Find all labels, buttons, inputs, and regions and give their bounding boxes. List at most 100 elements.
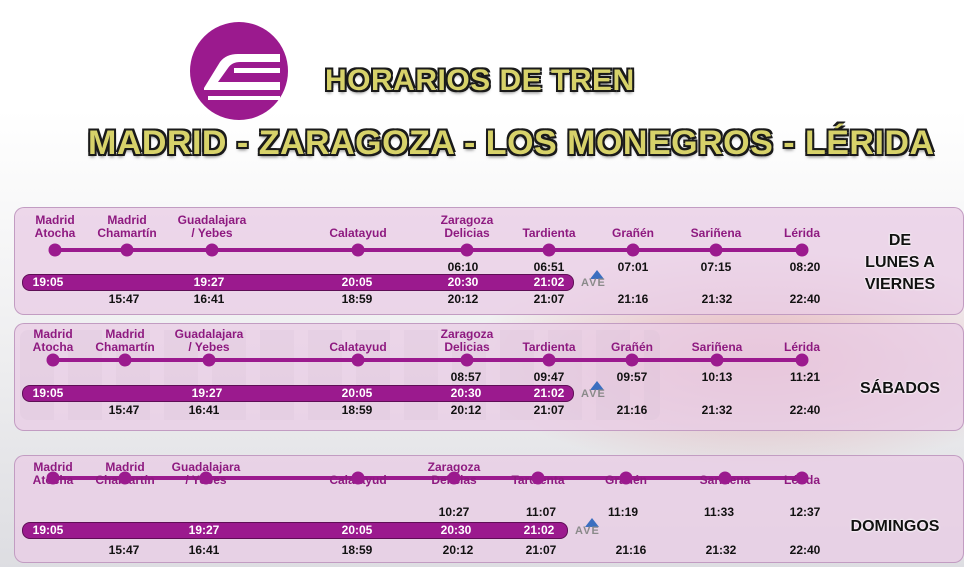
- day-label-line: DOMINGOS: [850, 518, 940, 535]
- ave-logo-text: AVE: [581, 388, 606, 400]
- station-label: Calatayud: [329, 226, 387, 240]
- ave-time: 20:05: [341, 275, 373, 289]
- route-line: [53, 358, 802, 362]
- lower-time: 18:59: [341, 543, 373, 557]
- lower-time: 20:12: [442, 543, 474, 557]
- upper-time: 06:51: [533, 260, 565, 274]
- ave-time: 19:27: [193, 275, 225, 289]
- schedule-panel: [14, 207, 964, 315]
- station-dot: [718, 471, 732, 485]
- schedule-panel: [14, 323, 964, 431]
- station-dot: [118, 471, 132, 485]
- station-dot: [795, 243, 809, 257]
- station-label: Madrid Chamartín: [97, 213, 157, 240]
- station-label: Madrid Chamartín: [95, 327, 155, 354]
- ave-time: 21:02: [523, 523, 555, 537]
- ave-logo-icon: [590, 270, 604, 279]
- upper-time: 11:21: [789, 370, 821, 384]
- station-dot: [46, 353, 60, 367]
- station-dot: [205, 243, 219, 257]
- station-dot: [626, 243, 640, 257]
- lower-time: 15:47: [108, 403, 140, 417]
- day-label-line: SÁBADOS: [859, 380, 940, 397]
- lower-time: 16:41: [188, 543, 220, 557]
- lower-time: 21:32: [701, 292, 733, 306]
- upper-time: 07:01: [617, 260, 649, 274]
- station-label: Sariñena: [690, 226, 742, 240]
- upper-time: 08:20: [789, 260, 821, 274]
- upper-time: 09:57: [616, 370, 648, 384]
- station-dot: [48, 243, 62, 257]
- lower-time: 18:59: [341, 403, 373, 417]
- station-dot: [542, 353, 556, 367]
- station-dot: [531, 471, 545, 485]
- train-logo: [190, 22, 288, 120]
- day-label-line: LUNES A: [865, 254, 935, 271]
- lower-time: 16:41: [193, 292, 225, 306]
- station-dot: [202, 353, 216, 367]
- ave-time: 20:30: [440, 523, 472, 537]
- station-label: Madrid Atocha: [32, 327, 74, 354]
- upper-time: 06:10: [447, 260, 479, 274]
- ave-service-bar: [22, 274, 574, 291]
- station-dot: [120, 243, 134, 257]
- station-label: Grañén: [611, 226, 655, 240]
- route-title: MADRID - ZARAGOZA - LOS MONEGROS - LÉRID…: [88, 124, 935, 162]
- lower-time: 22:40: [789, 403, 821, 417]
- station-dot: [351, 243, 365, 257]
- lower-time: 21:07: [525, 543, 557, 557]
- lower-time: 21:16: [617, 292, 649, 306]
- day-label: SÁBADOS: [840, 378, 960, 400]
- lower-time: 22:40: [789, 543, 821, 557]
- ave-service-bar: [22, 385, 574, 402]
- lower-time: 21:32: [701, 403, 733, 417]
- station-dot: [46, 471, 60, 485]
- upper-time: 12:37: [789, 505, 821, 519]
- station-dot: [460, 243, 474, 257]
- ave-logo-icon: [590, 381, 604, 390]
- ave-time: 21:02: [533, 275, 565, 289]
- station-label: Zaragoza Delicias: [440, 213, 494, 240]
- lower-time: 21:16: [616, 403, 648, 417]
- station-label: Tardienta: [522, 226, 576, 240]
- upper-time: 08:57: [450, 370, 482, 384]
- ave-time: 20:30: [450, 386, 482, 400]
- schedule-panel: [14, 455, 964, 563]
- upper-time: 11:19: [607, 505, 639, 519]
- lower-time: 21:32: [705, 543, 737, 557]
- day-label-line: VIERNES: [864, 276, 936, 293]
- station-label: Lérida: [783, 340, 821, 354]
- ave-service-bar: [22, 522, 568, 539]
- train-icon: [204, 54, 280, 100]
- station-dot: [710, 353, 724, 367]
- page-title: HORARIOS DE TREN: [325, 64, 635, 97]
- lower-time: 16:41: [188, 403, 220, 417]
- day-label: DOMINGOS: [835, 516, 955, 538]
- station-dot: [795, 471, 809, 485]
- station-dot: [447, 471, 461, 485]
- station-label: Zaragoza Delicias: [440, 327, 494, 354]
- station-label: Guadalajara / Yebes: [177, 213, 247, 240]
- lower-time: 18:59: [341, 292, 373, 306]
- lower-time: 20:12: [447, 292, 479, 306]
- route-line: [53, 476, 802, 480]
- lower-time: 20:12: [450, 403, 482, 417]
- upper-time: 10:27: [438, 505, 470, 519]
- upper-time: 11:07: [525, 505, 557, 519]
- ave-time: 21:02: [533, 386, 565, 400]
- ave-time: 19:27: [191, 386, 223, 400]
- station-label: Guadalajara / Yebes: [174, 327, 244, 354]
- station-label: Grañén: [610, 340, 654, 354]
- ave-time: 19:05: [32, 275, 64, 289]
- station-dot: [351, 353, 365, 367]
- upper-time: 11:33: [703, 505, 735, 519]
- station-dot: [619, 471, 633, 485]
- lower-time: 21:07: [533, 403, 565, 417]
- lower-time: 15:47: [108, 543, 140, 557]
- station-label: Madrid Atocha: [34, 213, 76, 240]
- lower-time: 15:47: [108, 292, 140, 306]
- station-dot: [199, 471, 213, 485]
- upper-time: 07:15: [700, 260, 732, 274]
- ave-time: 19:05: [32, 386, 64, 400]
- ave-time: 20:30: [447, 275, 479, 289]
